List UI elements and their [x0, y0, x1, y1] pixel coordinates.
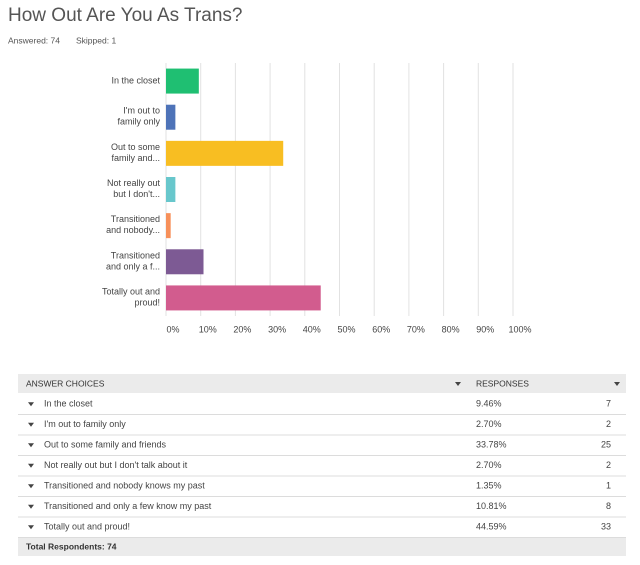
x-tick-label: 70%	[407, 324, 425, 334]
row-toggle[interactable]	[28, 525, 34, 530]
bar	[166, 249, 204, 275]
response-count: 2	[606, 460, 611, 470]
x-tick-label: 90%	[476, 324, 494, 334]
x-tick-label: 60%	[372, 324, 390, 334]
response-count: 25	[601, 440, 611, 450]
table-header-bg	[18, 374, 626, 393]
answer-choice: I'm out to family only	[44, 419, 126, 429]
sort-arrow[interactable]	[455, 382, 461, 386]
response-percent: 44.59%	[476, 522, 507, 532]
x-tick-label: 0%	[166, 324, 179, 334]
answer-choice: Totally out and proud!	[44, 522, 130, 532]
answer-choice: Not really out but I don't talk about it	[44, 460, 188, 470]
answer-choice: In the closet	[44, 399, 93, 409]
response-percent: 9.46%	[476, 399, 502, 409]
response-percent: 2.70%	[476, 419, 502, 429]
column-header: RESPONSES	[476, 378, 529, 388]
answer-choice: Transitioned and only a few know my past	[44, 501, 212, 511]
response-percent: 33.78%	[476, 440, 507, 450]
answer-choice: Out to some family and friends	[44, 440, 167, 450]
row-toggle[interactable]	[28, 402, 34, 407]
row-toggle[interactable]	[28, 443, 34, 448]
bar	[166, 140, 284, 166]
y-tick-label: I'm out to family only	[117, 106, 160, 127]
response-percent: 2.70%	[476, 460, 502, 470]
response-count: 2	[606, 419, 611, 429]
bar	[166, 177, 176, 202]
y-tick-label: In the closet	[111, 75, 160, 85]
y-tick-label: Transitioned and only a f...	[106, 251, 160, 272]
answer-choice: Transitioned and nobody knows my past	[44, 481, 205, 491]
x-tick-label: 30%	[268, 324, 286, 334]
response-count: 8	[606, 501, 611, 511]
skipped: Skipped: 1	[76, 35, 116, 45]
bar	[166, 213, 171, 239]
response-count: 7	[606, 399, 611, 409]
response-percent: 1.35%	[476, 481, 502, 491]
y-tick-label: Not really out but I don't...	[107, 178, 161, 199]
response-count: 1	[606, 481, 611, 491]
y-tick-label: Totally out and proud!	[102, 287, 160, 308]
x-tick-label: 20%	[233, 324, 251, 334]
table-footer: Total Respondents: 74	[26, 541, 117, 551]
row-toggle[interactable]	[28, 422, 34, 427]
bar	[166, 285, 321, 311]
bar	[166, 68, 199, 94]
chart-title: How Out Are You As Trans?	[8, 5, 242, 26]
y-tick-label: Transitioned and nobody...	[106, 215, 160, 236]
row-toggle[interactable]	[28, 484, 34, 489]
x-tick-label: 80%	[442, 324, 460, 334]
bar	[166, 104, 176, 130]
response-percent: 10.81%	[476, 501, 507, 511]
table-footer-bg	[18, 537, 626, 556]
y-tick-label: Out to some family and...	[111, 142, 160, 163]
x-tick-label: 50%	[337, 324, 355, 334]
x-tick-label: 10%	[199, 324, 217, 334]
response-count: 33	[601, 522, 611, 532]
x-tick-label: 40%	[303, 324, 321, 334]
answered: Answered: 74	[8, 35, 60, 45]
x-tick-label: 100%	[508, 324, 531, 334]
row-toggle[interactable]	[28, 504, 34, 509]
row-toggle[interactable]	[28, 463, 34, 468]
column-header: ANSWER CHOICES	[26, 378, 105, 388]
sort-arrow[interactable]	[614, 382, 620, 386]
